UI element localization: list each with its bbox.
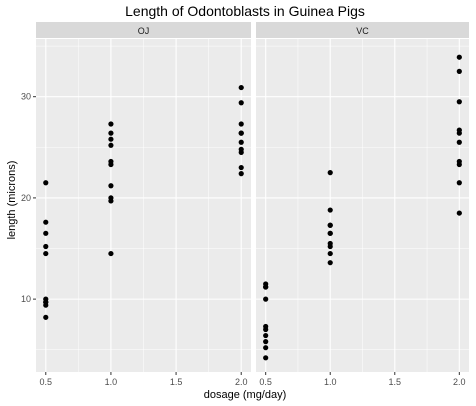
data-point	[43, 299, 49, 305]
data-point	[456, 68, 462, 74]
data-point	[263, 345, 269, 351]
data-point	[456, 54, 462, 60]
data-point	[456, 210, 462, 216]
y-axis: 10 20 30	[21, 92, 36, 304]
data-point	[327, 207, 333, 213]
data-point	[108, 250, 114, 257]
data-point	[238, 121, 244, 127]
facet-panels: OJ VC	[36, 22, 469, 372]
data-point	[263, 355, 269, 361]
facet-panel-vc: VC	[256, 22, 469, 372]
data-point	[263, 284, 269, 290]
y-tick-label: 10	[21, 294, 31, 304]
data-point	[108, 158, 114, 165]
data-point	[327, 260, 333, 266]
data-point	[108, 195, 114, 201]
data-point	[108, 121, 114, 127]
data-point	[43, 250, 49, 257]
x-tick-label: 2.0	[453, 377, 466, 387]
y-tick-label: 30	[21, 92, 31, 102]
facet-strip-label: OJ	[138, 26, 150, 36]
data-point	[263, 326, 269, 333]
facet-strip	[256, 22, 469, 38]
x-axes: 0.5 1.0 1.5 2.0 0.5 1.0 1.5 2.0	[40, 372, 466, 387]
data-point	[263, 296, 269, 302]
data-point	[43, 230, 49, 236]
x-tick-label: 0.5	[259, 377, 272, 387]
x-tick-label: 1.5	[170, 377, 183, 387]
data-point	[238, 84, 244, 91]
data-point	[43, 219, 49, 225]
facet-strip-label: VC	[356, 26, 369, 36]
data-point	[456, 180, 462, 186]
x-tick-label: 0.5	[40, 377, 53, 387]
data-point	[238, 164, 244, 171]
facet-panel-oj: OJ	[36, 22, 251, 372]
y-tick-label: 20	[21, 193, 31, 203]
data-point	[43, 180, 49, 186]
data-point	[238, 171, 244, 177]
data-point	[327, 230, 333, 236]
data-point	[327, 170, 333, 176]
data-point	[456, 99, 462, 105]
data-point	[456, 127, 462, 133]
data-point	[108, 183, 114, 189]
chart-title: Length of Odontoblasts in Guinea Pigs	[125, 3, 365, 19]
data-point	[263, 332, 269, 339]
data-point	[327, 222, 333, 228]
data-point	[456, 139, 462, 145]
data-point	[263, 339, 269, 345]
data-point	[238, 146, 244, 152]
x-tick-label: 1.5	[389, 377, 402, 387]
x-tick-label: 1.0	[105, 377, 118, 387]
data-point	[327, 250, 333, 257]
data-point	[108, 142, 114, 148]
data-point	[43, 314, 49, 320]
x-axis-title: dosage (mg/day)	[204, 389, 287, 401]
data-point	[43, 243, 49, 250]
x-tick-label: 2.0	[235, 377, 248, 387]
x-tick-label: 1.0	[324, 377, 337, 387]
data-point	[327, 240, 333, 247]
data-point	[108, 130, 114, 136]
data-point	[238, 130, 244, 136]
y-axis-title: length (microns)	[6, 161, 18, 240]
data-point	[238, 100, 244, 106]
facet-strip	[36, 22, 251, 38]
data-point	[456, 161, 462, 168]
data-point	[108, 136, 114, 142]
data-point	[238, 139, 244, 145]
